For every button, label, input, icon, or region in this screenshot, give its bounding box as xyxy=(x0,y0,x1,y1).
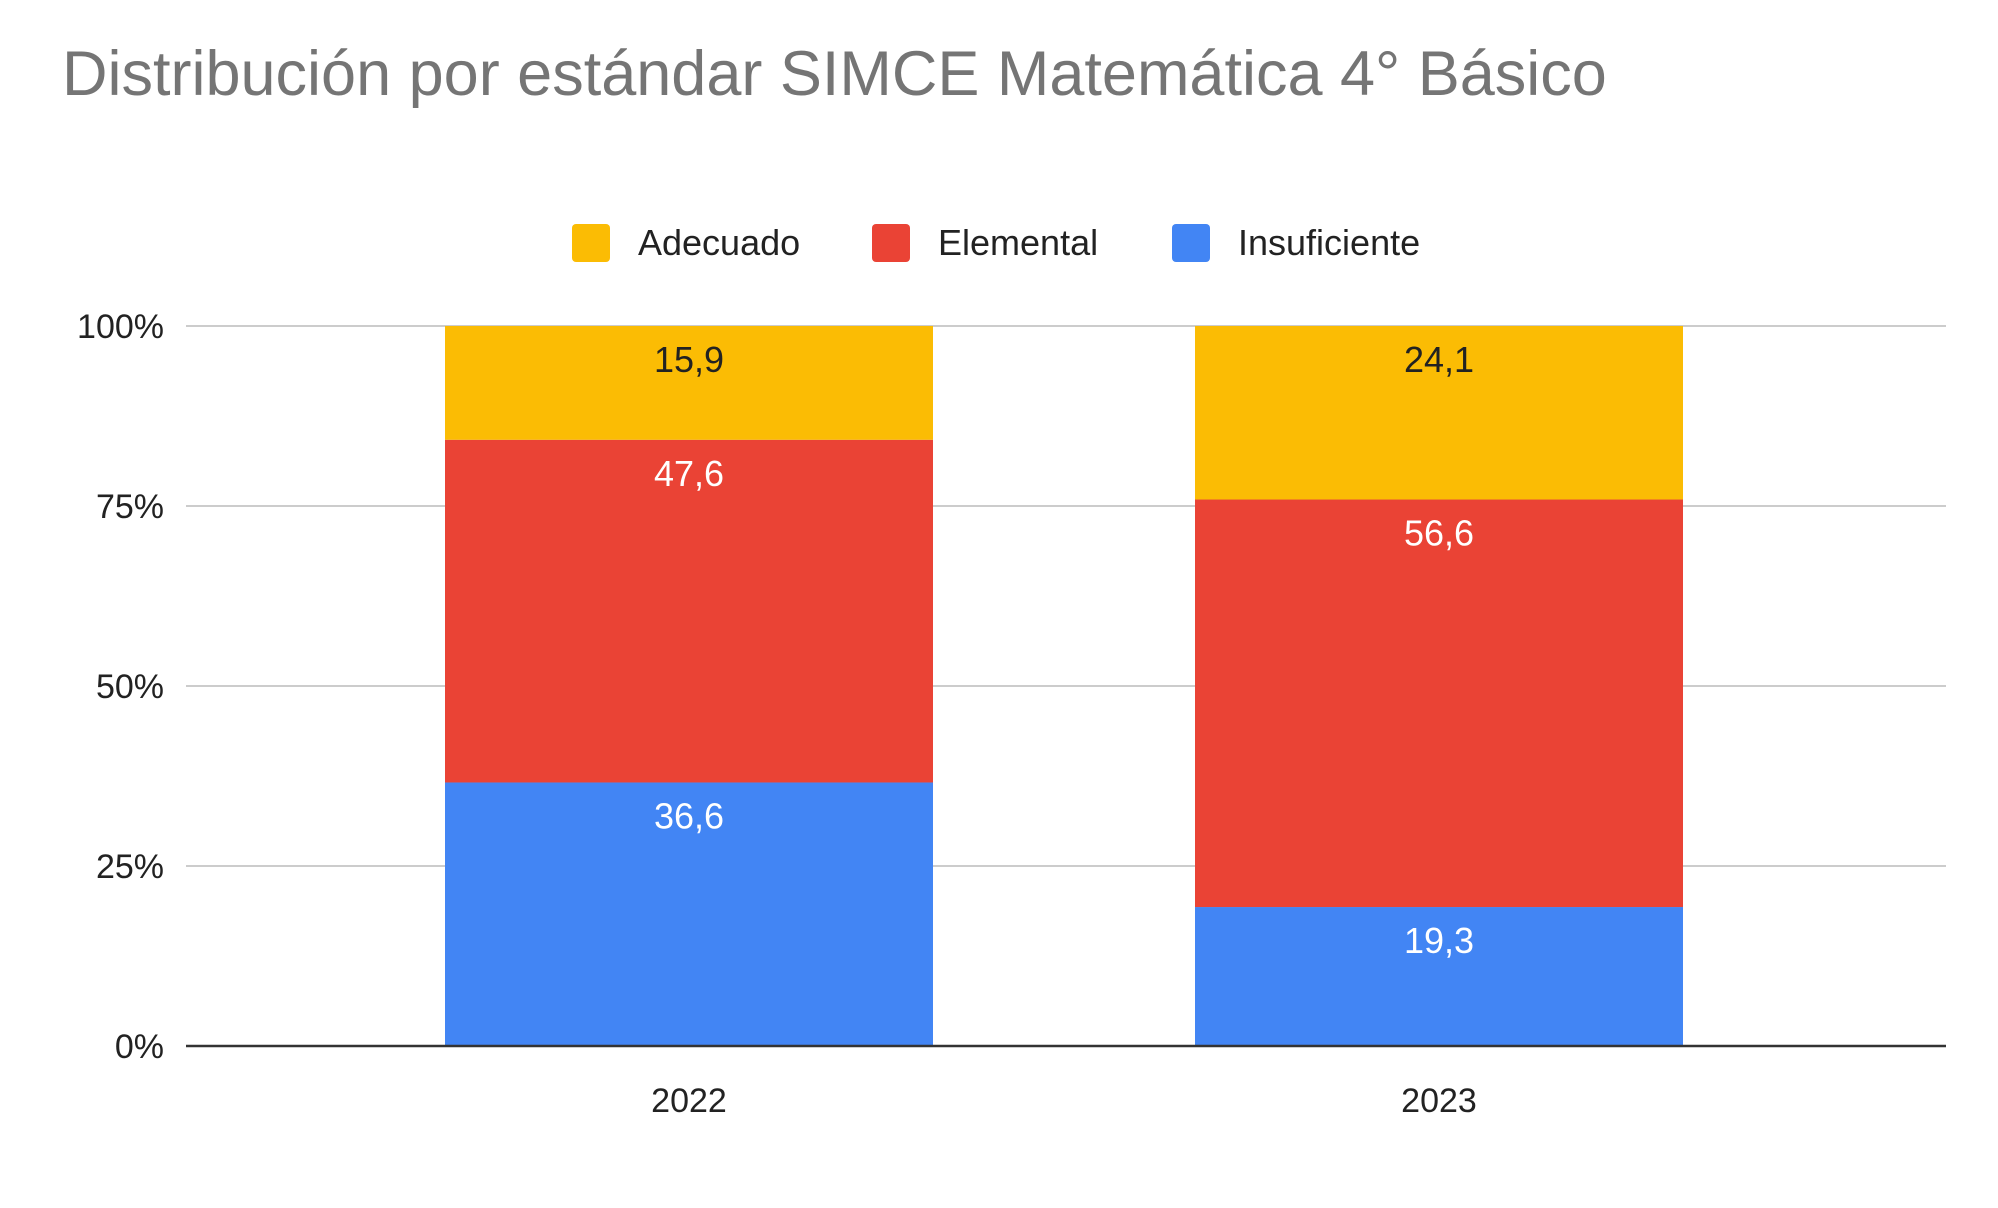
y-tick-label: 50% xyxy=(96,668,164,706)
y-tick-label: 100% xyxy=(77,308,164,346)
legend: Adecuado Elemental Insuficiente xyxy=(572,222,1420,263)
chart-title: Distribución por estándar SIMCE Matemáti… xyxy=(62,39,1607,109)
x-tick-label: 2023 xyxy=(1401,1082,1477,1120)
y-tick-label: 75% xyxy=(96,488,164,526)
legend-swatch xyxy=(872,224,910,262)
legend-swatch xyxy=(572,224,610,262)
y-axis: 0% 25% 50% 75% 100% xyxy=(77,308,164,1066)
bar-segment-insuficiente-2022 xyxy=(445,782,933,1046)
bar-segment-adecuado-2022 xyxy=(445,326,933,440)
legend-label: Elemental xyxy=(938,222,1098,263)
data-label-adecuado-2023: 24,1 xyxy=(1404,339,1474,380)
y-tick-label: 25% xyxy=(96,848,164,886)
data-label-insuficiente-2023: 19,3 xyxy=(1404,920,1474,961)
bars xyxy=(445,326,1683,1046)
data-label-elemental-2023: 56,6 xyxy=(1404,513,1474,554)
bar-segment-elemental-2022 xyxy=(445,439,933,783)
legend-item-insuficiente: Insuficiente xyxy=(1172,222,1420,263)
legend-item-adecuado: Adecuado xyxy=(572,222,800,263)
data-label-elemental-2022: 47,6 xyxy=(654,453,724,494)
y-tick-label: 0% xyxy=(115,1028,164,1066)
data-labels: 36,6 47,6 15,9 19,3 56,6 24,1 xyxy=(654,339,1474,961)
bar-segment-adecuado-2023 xyxy=(1195,326,1683,500)
legend-item-elemental: Elemental xyxy=(872,222,1098,263)
data-label-adecuado-2022: 15,9 xyxy=(654,339,724,380)
x-axis: 2022 2023 xyxy=(186,1044,1946,1120)
bar-segment-insuficiente-2023 xyxy=(1195,907,1683,1046)
bar-segment-elemental-2023 xyxy=(1195,499,1683,908)
data-label-insuficiente-2022: 36,6 xyxy=(654,795,724,836)
legend-label: Insuficiente xyxy=(1238,222,1420,263)
legend-swatch xyxy=(1172,224,1210,262)
x-tick-label: 2022 xyxy=(651,1082,727,1120)
legend-label: Adecuado xyxy=(638,222,800,263)
